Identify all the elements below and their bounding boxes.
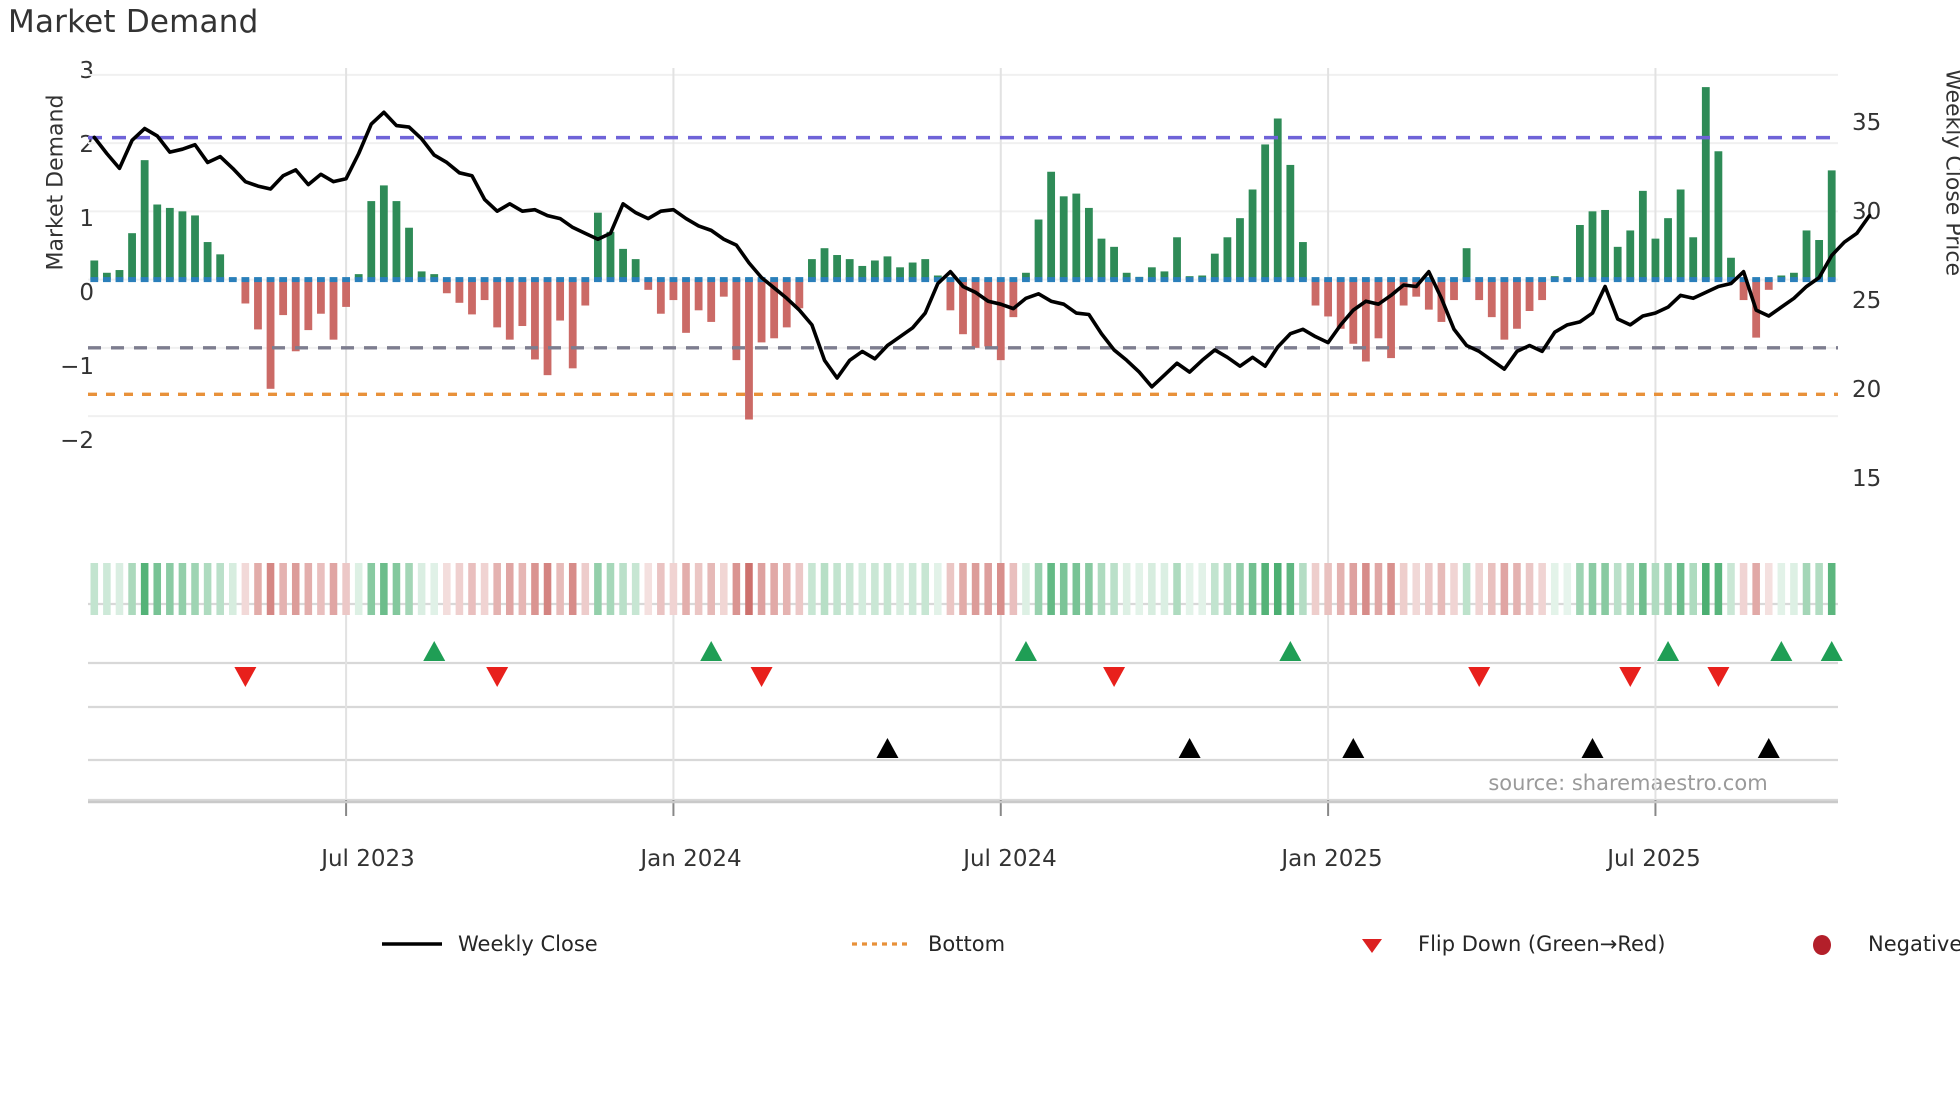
legend-item-negative[interactable]: Negative: [1790, 925, 1960, 963]
chart-legend: Weekly Close Bottom Flip Down (Green→Red…: [380, 925, 1960, 963]
y-tick-right-15: 15: [1852, 466, 1882, 492]
y-tick-left-0: 0: [79, 280, 94, 306]
y-tick-right-35: 35: [1852, 110, 1882, 136]
x-tick-jul-2024: Jul 2024: [963, 846, 1057, 872]
legend-swatch-line-dotted-bottom: [850, 933, 914, 955]
y-tick-right-25: 25: [1852, 288, 1882, 314]
chart-title: Market Demand: [8, 4, 259, 40]
legend-label-flip-down: Flip Down (Green→Red): [1418, 931, 1666, 956]
source-attribution: source: sharemaestro.com: [1488, 771, 1768, 795]
circle-icon-negative: [1790, 933, 1854, 955]
x-tick-jul-2023: Jul 2023: [321, 846, 415, 872]
legend-item-bottom[interactable]: Bottom: [850, 925, 1330, 963]
y-tick-left-m2: −2: [60, 428, 94, 454]
y-tick-left-3: 3: [79, 58, 94, 84]
triangle-down-icon: [1340, 933, 1404, 955]
x-tick-jul-2025: Jul 2025: [1607, 846, 1701, 872]
legend-label-negative: Negative: [1868, 931, 1960, 956]
y-tick-right-20: 20: [1852, 377, 1882, 403]
chart-canvas: [88, 68, 1872, 816]
x-tick-jan-2024: Jan 2024: [640, 846, 742, 872]
y-tick-left-m1: −1: [60, 354, 94, 380]
legend-label-weekly-close: Weekly Close: [458, 931, 598, 956]
legend-label-bottom: Bottom: [928, 931, 1006, 956]
legend-item-flip-down[interactable]: Flip Down (Green→Red): [1340, 925, 1780, 963]
legend-item-weekly-close[interactable]: Weekly Close: [380, 925, 840, 963]
x-tick-jan-2025: Jan 2025: [1281, 846, 1383, 872]
legend-swatch-line-solid: [380, 933, 444, 955]
y-tick-left-1: 1: [79, 206, 94, 232]
